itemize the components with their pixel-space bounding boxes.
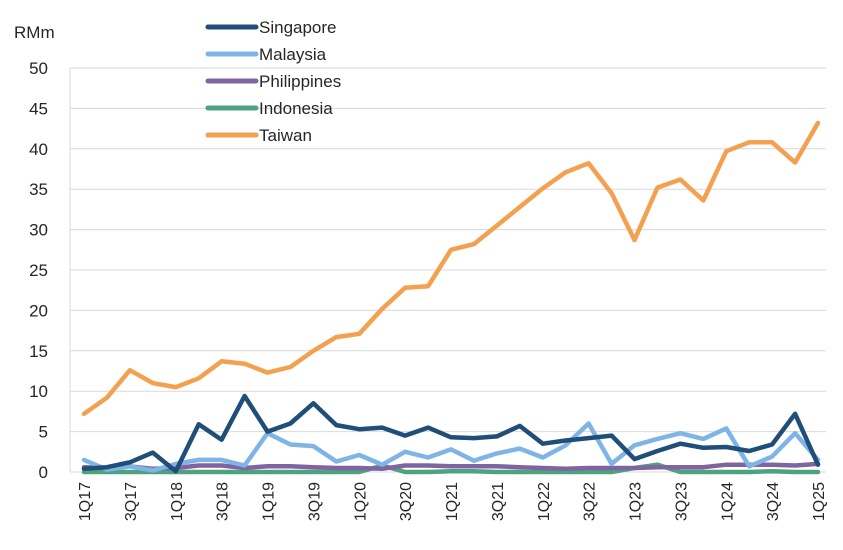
series-line-singapore — [81, 393, 821, 474]
series-line-philippines — [81, 461, 821, 472]
y-tick-label: 10 — [29, 382, 48, 401]
x-tick-label: 1Q25 — [811, 482, 828, 521]
x-tick-label: 3Q19 — [306, 482, 323, 521]
y-tick-label: 25 — [29, 261, 48, 280]
y-tick-label: 20 — [29, 301, 48, 320]
y-tick-label: 50 — [29, 59, 48, 78]
legend-label-philippines: Philippines — [259, 72, 341, 91]
x-tick-label: 1Q19 — [261, 482, 278, 521]
y-tick-label: 5 — [39, 423, 48, 442]
legend-label-taiwan: Taiwan — [259, 126, 312, 145]
gridlines — [69, 67, 826, 473]
x-tick-label: 3Q18 — [215, 482, 232, 521]
series-line-indonesia — [81, 462, 821, 475]
x-tick-label: 3Q23 — [673, 482, 690, 521]
x-tick-label: 1Q17 — [77, 482, 94, 521]
x-axis-ticks: 1Q17 3Q17 1Q18 3Q18 1Q19 3Q19 1Q20 3Q20 1Q21 3Q21… — [77, 482, 828, 521]
x-tick-label: 3Q24 — [765, 482, 782, 521]
x-tick-label: 3Q21 — [490, 482, 507, 521]
x-tick-label: 1Q22 — [536, 482, 553, 521]
y-axis-ticks: 0 5 10 15 20 25 30 35 40 45 50 — [29, 59, 48, 482]
x-tick-label: 1Q21 — [444, 482, 461, 521]
series-line-malaysia — [81, 421, 821, 473]
y-tick-label: 35 — [29, 180, 48, 199]
x-tick-label: 1Q23 — [628, 482, 645, 521]
series-lines — [81, 120, 821, 475]
y-tick-label: 45 — [29, 99, 48, 118]
legend: Singapore Malaysia Philippines Indonesia Tai… — [205, 18, 341, 145]
y-tick-label: 30 — [29, 221, 48, 240]
x-tick-label: 1Q20 — [352, 482, 369, 521]
x-tick-label: 1Q18 — [169, 482, 186, 521]
legend-label-malaysia: Malaysia — [259, 45, 327, 64]
y-axis-label: RMm — [14, 23, 55, 42]
y-tick-label: 40 — [29, 140, 48, 159]
series-line-taiwan — [81, 120, 821, 417]
legend-label-singapore: Singapore — [259, 18, 337, 37]
y-tick-label: 15 — [29, 342, 48, 361]
x-tick-label: 3Q17 — [123, 482, 140, 521]
x-tick-label: 1Q24 — [719, 482, 736, 521]
y-tick-label: 0 — [39, 463, 48, 482]
legend-label-indonesia: Indonesia — [259, 99, 333, 118]
x-tick-label: 3Q22 — [582, 482, 599, 521]
x-tick-label: 3Q20 — [398, 482, 415, 521]
